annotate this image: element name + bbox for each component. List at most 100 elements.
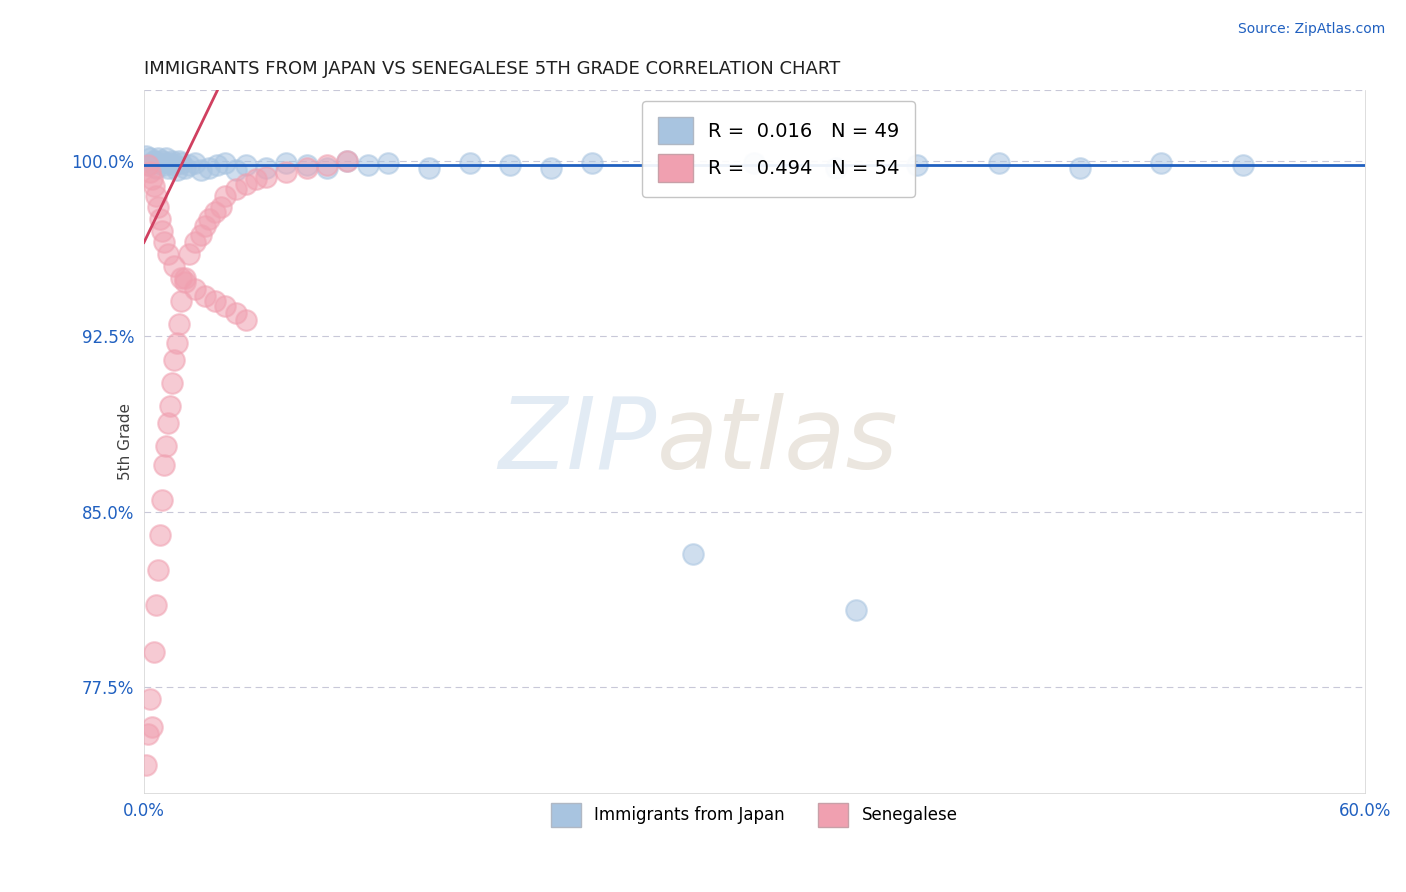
Legend: Immigrants from Japan, Senegalese: Immigrants from Japan, Senegalese [544,797,965,833]
Point [169,270,191,285]
Point [235,312,257,326]
Point [214,156,236,170]
Point [157,416,180,430]
Point [145,188,167,202]
Point [581,156,603,170]
Point [149,212,172,227]
Point [157,161,180,175]
Point [225,181,247,195]
Point [155,151,177,165]
Point [316,161,339,175]
Point [905,158,928,172]
Point [1150,156,1173,170]
Point [194,289,217,303]
Point [418,161,440,175]
Point [148,563,170,577]
Point [682,547,704,561]
Point [357,158,380,172]
Point [157,247,180,261]
Point [235,158,257,172]
Point [205,158,228,172]
Point [149,528,172,542]
Point [148,200,170,214]
Point [190,228,212,243]
Point [987,156,1010,170]
Point [744,156,766,170]
Point [139,165,162,179]
Point [198,212,221,227]
Point [173,275,195,289]
Point [141,720,163,734]
Point [167,153,190,168]
Point [167,318,190,332]
Text: ZIP: ZIP [499,393,657,490]
Point [1069,161,1091,175]
Text: IMMIGRANTS FROM JAPAN VS SENEGALESE 5TH GRADE CORRELATION CHART: IMMIGRANTS FROM JAPAN VS SENEGALESE 5TH … [143,60,841,78]
Point [235,177,257,191]
Point [184,235,207,250]
Point [141,172,163,186]
Point [173,270,195,285]
Point [163,352,186,367]
Point [143,153,166,168]
Point [150,493,173,508]
Point [824,161,846,175]
Point [150,224,173,238]
Point [166,162,188,177]
Point [336,153,359,168]
Point [169,293,191,308]
Point [198,161,221,175]
Point [136,727,159,741]
Point [540,161,562,175]
Point [173,161,195,175]
Point [136,158,159,172]
Point [149,156,172,170]
Point [254,169,277,184]
Point [336,153,359,168]
Point [225,162,247,177]
Point [225,306,247,320]
Text: atlas: atlas [657,393,898,490]
Point [295,158,318,172]
Point [184,156,207,170]
Point [194,219,217,233]
Y-axis label: 5th Grade: 5th Grade [118,403,132,480]
Point [166,336,188,351]
Point [139,151,162,165]
Point [159,156,181,170]
Point [143,179,166,194]
Point [177,247,200,261]
Point [143,645,166,659]
Point [163,259,186,273]
Point [150,153,173,168]
Point [190,162,212,177]
Point [499,158,522,172]
Point [177,158,200,172]
Point [295,161,318,175]
Point [184,282,207,296]
Point [153,235,176,250]
Point [135,757,157,772]
Point [377,156,399,170]
Point [254,161,277,175]
Point [136,158,159,172]
Point [209,200,232,214]
Point [163,158,186,172]
Point [204,205,226,219]
Point [162,153,184,168]
Point [316,158,339,172]
Point [145,161,167,175]
Point [214,299,236,313]
Point [139,692,162,706]
Point [204,293,226,308]
Point [662,158,685,172]
Point [276,156,298,170]
Point [845,603,868,617]
Point [153,158,176,172]
Point [169,156,191,170]
Point [153,458,176,472]
Point [1232,158,1254,172]
Point [214,188,236,202]
Point [245,172,267,186]
Point [148,151,170,165]
